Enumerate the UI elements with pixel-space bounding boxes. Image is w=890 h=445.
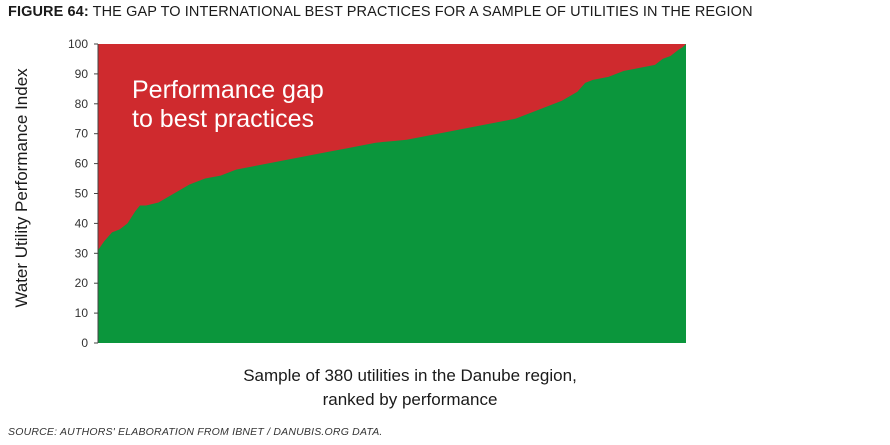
y-tick-label: 50 xyxy=(75,187,89,201)
y-tick-label: 10 xyxy=(75,306,89,320)
annotation-line: to best practices xyxy=(132,105,314,133)
y-tick-label: 0 xyxy=(81,336,88,350)
y-tick-label: 60 xyxy=(75,157,89,171)
x-axis-label: Sample of 380 utilities in the Danube re… xyxy=(130,364,690,412)
plot-area xyxy=(98,44,686,343)
source-note: SOURCE: AUTHORS' ELABORATION FROM IBNET … xyxy=(8,426,383,438)
y-axis: 0 10 20 30 40 50 60 70 80 90 100 xyxy=(68,37,99,350)
y-tick-label: 80 xyxy=(75,97,89,111)
y-tick-label: 30 xyxy=(75,246,89,260)
figure-title: FIGURE 64: THE GAP TO INTERNATIONAL BEST… xyxy=(8,4,753,20)
y-axis-label: Water Utility Performance Index xyxy=(12,68,31,308)
y-tick-label: 90 xyxy=(75,67,89,81)
y-tick-label: 100 xyxy=(68,37,88,51)
x-axis-label-line-1: Sample of 380 utilities in the Danube re… xyxy=(243,366,577,385)
x-axis-label-line-2: ranked by performance xyxy=(322,390,498,409)
figure-label: FIGURE 64: xyxy=(8,4,89,20)
figure-title-text: THE GAP TO INTERNATIONAL BEST PRACTICES … xyxy=(92,4,753,20)
annotation-line: Performance gap xyxy=(132,76,324,104)
performance-area xyxy=(98,44,686,343)
y-tick-label: 70 xyxy=(75,127,89,141)
y-tick-label: 40 xyxy=(75,216,89,230)
y-tick-label: 20 xyxy=(75,276,89,290)
